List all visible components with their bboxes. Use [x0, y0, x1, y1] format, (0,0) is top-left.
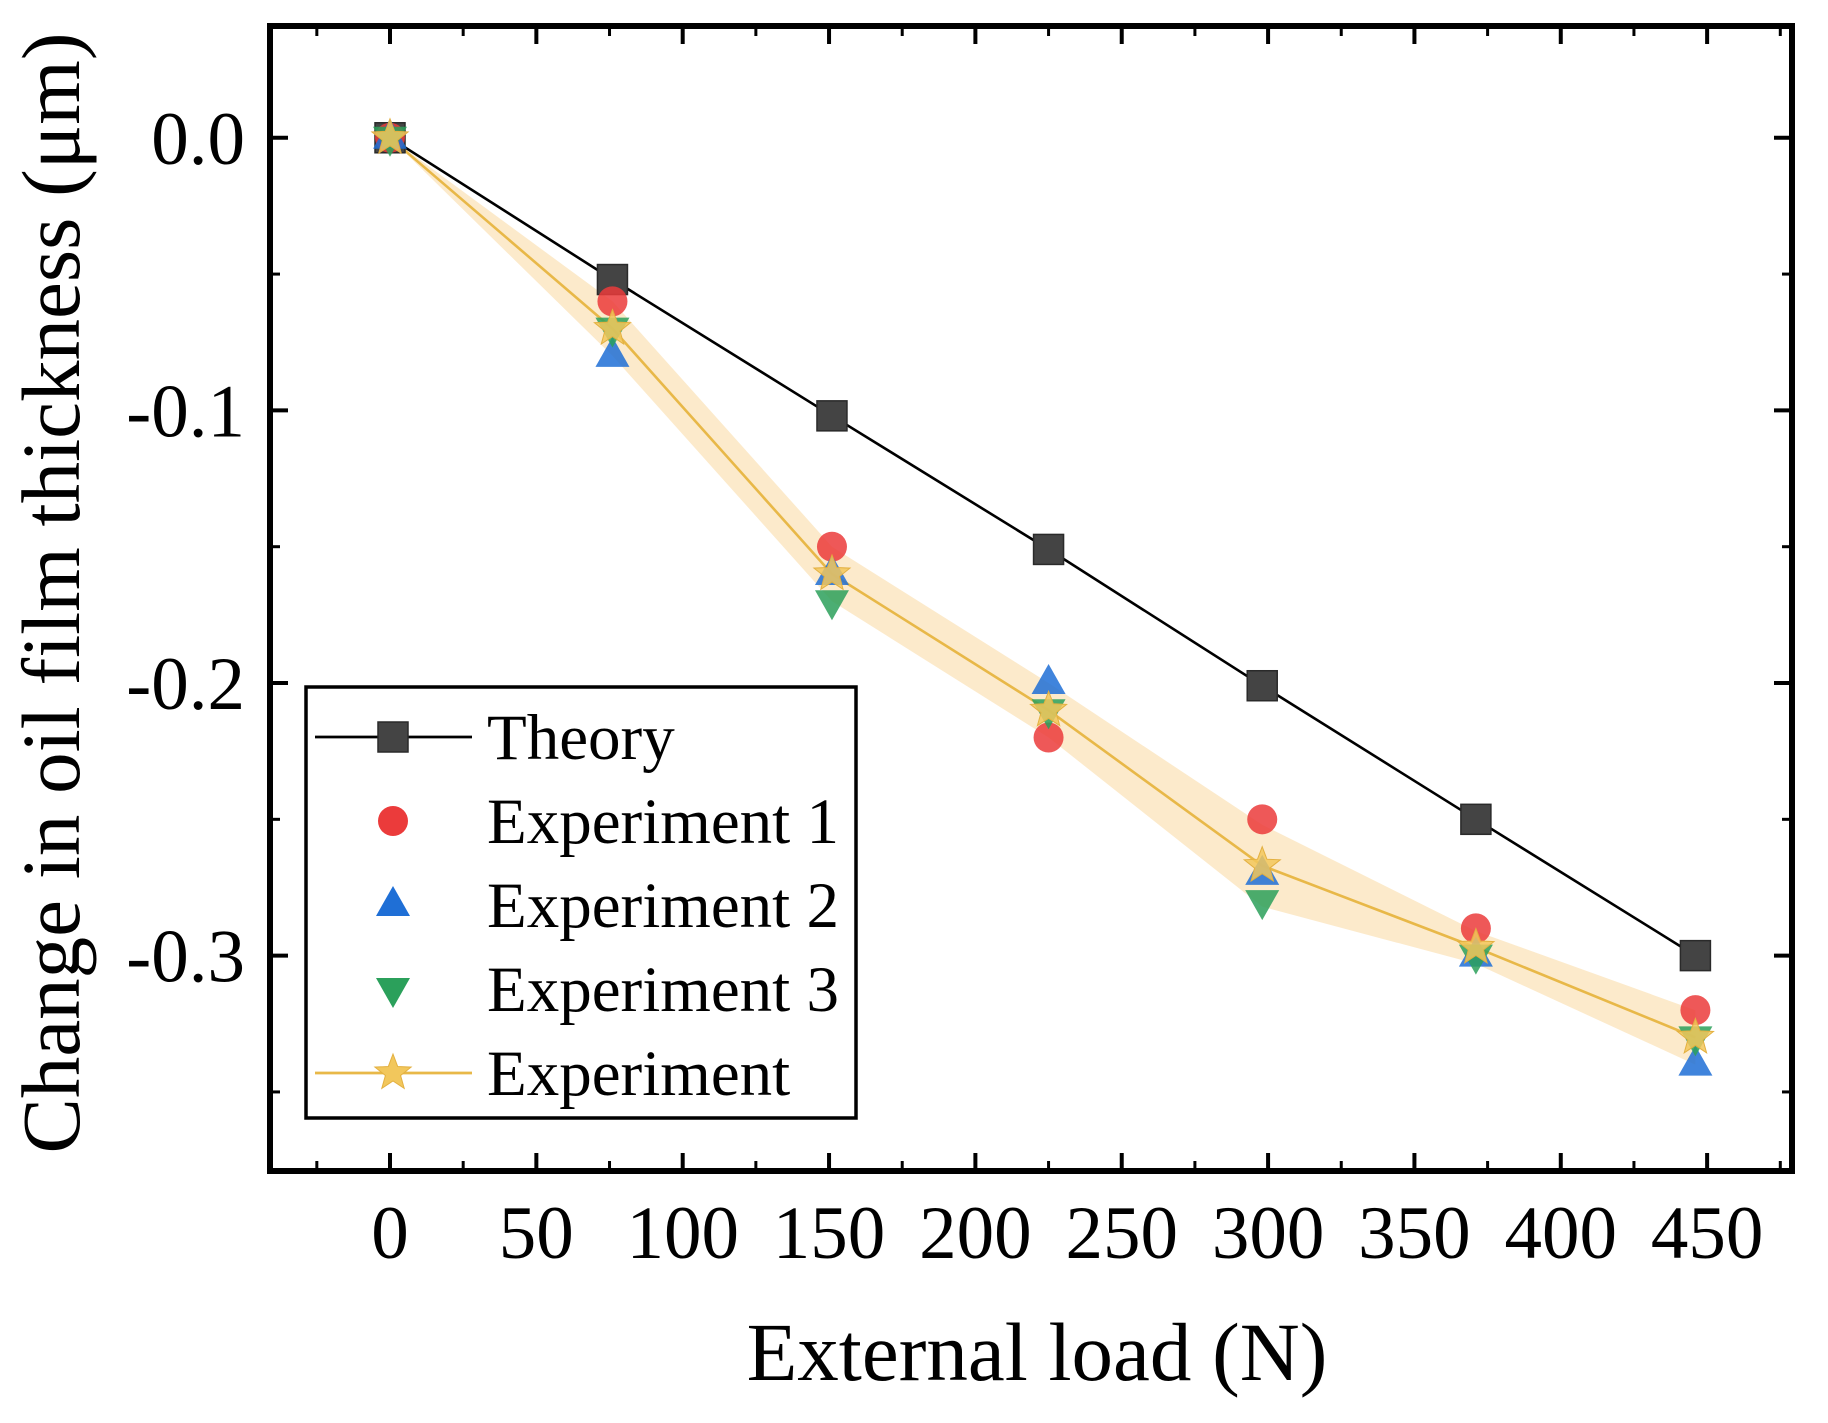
x-tick-label: 300 [1212, 1192, 1325, 1275]
theory-point [1246, 669, 1278, 702]
y-tick-label: -0.3 [126, 916, 245, 999]
legend-label: Experiment [487, 1038, 790, 1110]
x-tick-label: 200 [919, 1192, 1032, 1275]
legend-label: Experiment 3 [487, 954, 839, 1026]
legend-label: Experiment 1 [487, 786, 839, 858]
experiment-point [370, 117, 410, 155]
legend-label: Experiment 2 [487, 870, 839, 942]
theory-point [816, 400, 848, 432]
y-axis-label: Change in oil film thickness (μm) [5, 32, 97, 1153]
experiment-1-point [1247, 804, 1278, 835]
theory-point [1679, 939, 1712, 972]
experiment-point [1456, 927, 1496, 964]
experiment-1-point [597, 286, 628, 317]
x-tick-label: 400 [1505, 1192, 1618, 1275]
y-tick-label: 0.0 [151, 98, 245, 181]
series-markers-layer [370, 117, 1715, 1076]
legend-label: Theory [487, 702, 675, 774]
legend-marker-theory [377, 721, 409, 753]
experiment-point [1675, 1016, 1715, 1054]
experiment-std-band [390, 137, 1696, 1065]
experiment-3-point [814, 590, 849, 621]
experiment-point [1029, 689, 1068, 727]
x-tick-label: 250 [1065, 1192, 1178, 1275]
x-tick-label: 0 [371, 1192, 409, 1275]
x-tick-label: 450 [1651, 1192, 1764, 1275]
experiment-2-point [595, 336, 630, 367]
experiment-3-point [1245, 890, 1280, 921]
experiment-point [593, 308, 632, 346]
plot-frame [267, 23, 1795, 1174]
experiment-band-layer [390, 137, 1696, 1065]
legend-item-experiment-3: Experiment 3 [376, 954, 839, 1026]
x-axis-label: External load (N) [747, 1306, 1328, 1398]
experiment-point [1242, 845, 1282, 883]
theory-point [1460, 803, 1492, 836]
legend-item-experiment-1: Experiment 1 [378, 786, 839, 858]
experiment-1-point [816, 531, 847, 562]
experiment-2-point [1031, 664, 1066, 695]
x-tick-label: 350 [1358, 1192, 1471, 1275]
experiment-point [812, 553, 852, 591]
legend-marker-experiment-2 [376, 886, 410, 916]
legend-marker-experiment-3 [376, 978, 410, 1008]
axes-frame-and-ticks [267, 23, 1795, 1174]
legend: Theory Experiment 1 Experiment 2 Experiment… [304, 685, 858, 1120]
experiment-1-point [1680, 995, 1711, 1026]
experiment-2-point [1678, 1045, 1713, 1076]
legend-item-theory: Theory [315, 702, 675, 774]
experiment-1-point [1033, 722, 1064, 753]
tick-labels: 0 50 100 150 200 250 300 350 400 450 0.0 -0.1 -0.2 -0… [126, 98, 1763, 1275]
x-tick-label: 50 [499, 1192, 574, 1275]
theory-point [1032, 533, 1065, 566]
y-tick-label: -0.1 [126, 370, 245, 453]
y-tick-label: -0.2 [126, 643, 245, 726]
legend-item-experiment-2: Experiment 2 [376, 870, 839, 942]
legend-item-experiment: Experiment [315, 1038, 790, 1110]
x-tick-label: 100 [626, 1192, 739, 1275]
legend-marker-experiment [373, 1052, 413, 1090]
legend-marker-experiment-1 [378, 806, 408, 836]
x-tick-label: 150 [773, 1192, 886, 1275]
